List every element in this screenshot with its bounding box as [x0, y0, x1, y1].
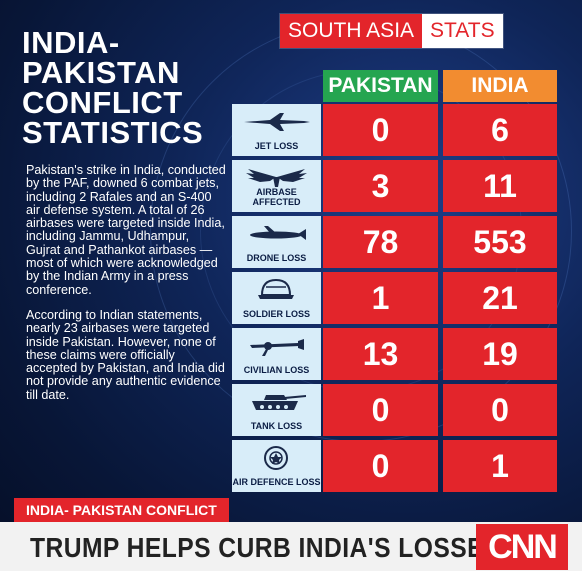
row-label: DRONE LOSS	[246, 253, 307, 263]
stat-row-soldier-loss: SOLDIER LOSS 1 21	[232, 272, 559, 324]
pakistan-value: 1	[323, 272, 438, 324]
row-label: AIR DEFENCE LOSS	[232, 477, 321, 487]
title-line: STATISTICS	[22, 115, 204, 150]
drone-icon	[250, 226, 306, 240]
tank-icon	[252, 395, 306, 410]
jet-icon	[244, 113, 310, 131]
title-line: INDIA-	[22, 25, 120, 60]
wings-icon	[246, 169, 307, 187]
pakistan-value: 0	[323, 104, 438, 156]
row-label: CIVILIAN LOSS	[243, 365, 310, 375]
row-label: JET LOSS	[254, 141, 299, 151]
row-label-cell: AIRBASE AFFECTED	[232, 160, 321, 212]
stat-row-air-defence-loss: AIR DEFENCE LOSS 0 1	[232, 440, 559, 492]
pakistan-value: 0	[323, 440, 438, 492]
headline: TRUMP HELPS CURB INDIA'S LOSSES	[30, 532, 501, 563]
badge-part-2: STATS	[422, 14, 503, 48]
india-value: 21	[443, 272, 557, 324]
pakistan-value: 0	[323, 384, 438, 436]
stat-row-drone-loss: DRONE LOSS 78 553	[232, 216, 559, 268]
description-paragraph: Pakistan's strike in India, conducted by…	[26, 163, 226, 297]
stat-row-tank-loss: TANK LOSS 0 0	[232, 384, 559, 436]
cnn-logo: CNN	[476, 524, 568, 570]
south-asia-stats-badge: SOUTH ASIA STATS	[280, 14, 503, 48]
description-paragraph: According to Indian statements, nearly 2…	[26, 307, 225, 402]
india-value: 553	[443, 216, 557, 268]
row-label-cell: CIVILIAN LOSS	[232, 328, 321, 380]
india-value: 19	[443, 328, 557, 380]
row-label-cell: SOLDIER LOSS	[232, 272, 321, 324]
india-column-header: INDIA	[443, 70, 557, 102]
row-label: SOLDIER LOSS	[242, 309, 310, 319]
stat-row-jet-loss: JET LOSS 0 6	[232, 104, 559, 156]
stat-row-airbase-affected: AIRBASE AFFECTED 3 11	[232, 160, 559, 212]
title-line: CONFLICT	[22, 85, 183, 120]
title-line: PAKISTAN	[22, 55, 180, 90]
helmet-icon	[258, 278, 294, 299]
pakistan-column-header: PAKISTAN	[323, 70, 438, 102]
pakistan-value: 3	[323, 160, 438, 212]
india-value: 0	[443, 384, 557, 436]
news-tag: INDIA- PAKISTAN CONFLICT	[14, 498, 229, 522]
row-label-cell: TANK LOSS	[232, 384, 321, 436]
row-label: TANK LOSS	[250, 421, 303, 431]
pakistan-value: 78	[323, 216, 438, 268]
row-label-cell: JET LOSS	[232, 104, 321, 156]
pakistan-value: 13	[323, 328, 438, 380]
row-label-cell: AIR DEFENCE LOSS	[232, 440, 321, 492]
civilian-icon	[250, 339, 304, 356]
stat-row-civilian-loss: CIVILIAN LOSS 13 19	[232, 328, 559, 380]
india-value: 6	[443, 104, 557, 156]
description: Pakistan's strike in India, conducted by…	[26, 163, 226, 414]
row-label-cell: DRONE LOSS	[232, 216, 321, 268]
air-defence-icon	[264, 446, 288, 470]
india-value: 1	[443, 440, 557, 492]
row-label: AIRBASE AFFECTED	[252, 187, 301, 207]
badge-part-1: SOUTH ASIA	[280, 14, 423, 48]
infographic-title: INDIA- PAKISTAN CONFLICT STATISTICS	[22, 25, 232, 150]
india-value: 11	[443, 160, 557, 212]
